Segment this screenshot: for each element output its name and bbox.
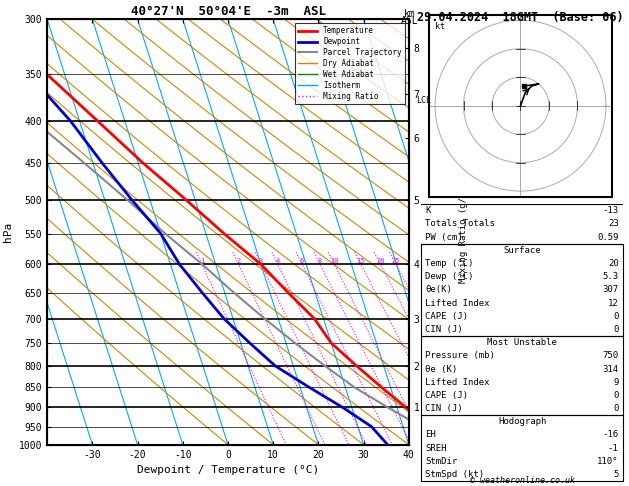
Text: 0.59: 0.59	[597, 233, 619, 242]
Text: 110°: 110°	[597, 457, 619, 466]
Text: 0: 0	[613, 325, 619, 334]
Text: CAPE (J): CAPE (J)	[425, 391, 469, 400]
Text: 314: 314	[603, 364, 619, 374]
Text: 23: 23	[608, 219, 619, 228]
Text: ASL: ASL	[401, 17, 419, 26]
Text: 0: 0	[613, 312, 619, 321]
X-axis label: Dewpoint / Temperature (°C): Dewpoint / Temperature (°C)	[137, 465, 319, 475]
Text: 5.3: 5.3	[603, 272, 619, 281]
Text: 5: 5	[613, 470, 619, 479]
Text: Temp (°C): Temp (°C)	[425, 259, 474, 268]
Text: 307: 307	[603, 285, 619, 295]
Text: EH: EH	[425, 431, 436, 439]
Text: kt: kt	[435, 22, 445, 31]
Y-axis label: hPa: hPa	[3, 222, 13, 242]
Text: θe(K): θe(K)	[425, 285, 452, 295]
Text: -1: -1	[608, 444, 619, 452]
Text: 8: 8	[318, 258, 322, 264]
Text: Lifted Index: Lifted Index	[425, 378, 490, 387]
Text: K: K	[425, 206, 431, 215]
Bar	[421, 415, 623, 481]
Text: 2: 2	[237, 258, 241, 264]
Text: 20: 20	[376, 258, 385, 264]
Text: 0: 0	[613, 404, 619, 413]
Text: 750: 750	[603, 351, 619, 360]
Text: LCL: LCL	[416, 96, 431, 105]
Legend: Temperature, Dewpoint, Parcel Trajectory, Dry Adiabat, Wet Adiabat, Isotherm, Mi: Temperature, Dewpoint, Parcel Trajectory…	[295, 23, 405, 104]
Text: CAPE (J): CAPE (J)	[425, 312, 469, 321]
Text: StmSpd (kt): StmSpd (kt)	[425, 470, 484, 479]
Text: 12: 12	[608, 298, 619, 308]
Text: CIN (J): CIN (J)	[425, 325, 463, 334]
Text: Pressure (mb): Pressure (mb)	[425, 351, 495, 360]
Text: 6: 6	[300, 258, 304, 264]
Text: StmDir: StmDir	[425, 457, 458, 466]
Text: 10: 10	[330, 258, 338, 264]
Text: 0: 0	[613, 391, 619, 400]
Text: Surface: Surface	[503, 246, 541, 255]
Title: 40°27'N  50°04'E  -3m  ASL: 40°27'N 50°04'E -3m ASL	[130, 5, 326, 18]
Text: © weatheronline.co.uk: © weatheronline.co.uk	[470, 475, 574, 485]
Text: Totals Totals: Totals Totals	[425, 219, 495, 228]
Text: -16: -16	[603, 431, 619, 439]
Text: 3: 3	[259, 258, 264, 264]
Text: 29.04.2024  18GMT  (Base: 06): 29.04.2024 18GMT (Base: 06)	[417, 11, 623, 24]
Text: 25: 25	[392, 258, 400, 264]
Bar	[421, 243, 623, 336]
Text: Most Unstable: Most Unstable	[487, 338, 557, 347]
Text: CIN (J): CIN (J)	[425, 404, 463, 413]
Text: 15: 15	[357, 258, 365, 264]
Text: 20: 20	[608, 259, 619, 268]
Text: -13: -13	[603, 206, 619, 215]
Text: 1: 1	[200, 258, 204, 264]
Text: 4: 4	[276, 258, 280, 264]
Text: SREH: SREH	[425, 444, 447, 452]
Bar	[421, 336, 623, 415]
Text: θe (K): θe (K)	[425, 364, 458, 374]
Text: PW (cm): PW (cm)	[425, 233, 463, 242]
Text: Lifted Index: Lifted Index	[425, 298, 490, 308]
Text: Dewp (°C): Dewp (°C)	[425, 272, 474, 281]
Text: Mixing Ratio (g/kg): Mixing Ratio (g/kg)	[459, 181, 469, 283]
Text: 9: 9	[613, 378, 619, 387]
Text: Hodograph: Hodograph	[498, 417, 546, 426]
Text: km: km	[404, 9, 416, 19]
